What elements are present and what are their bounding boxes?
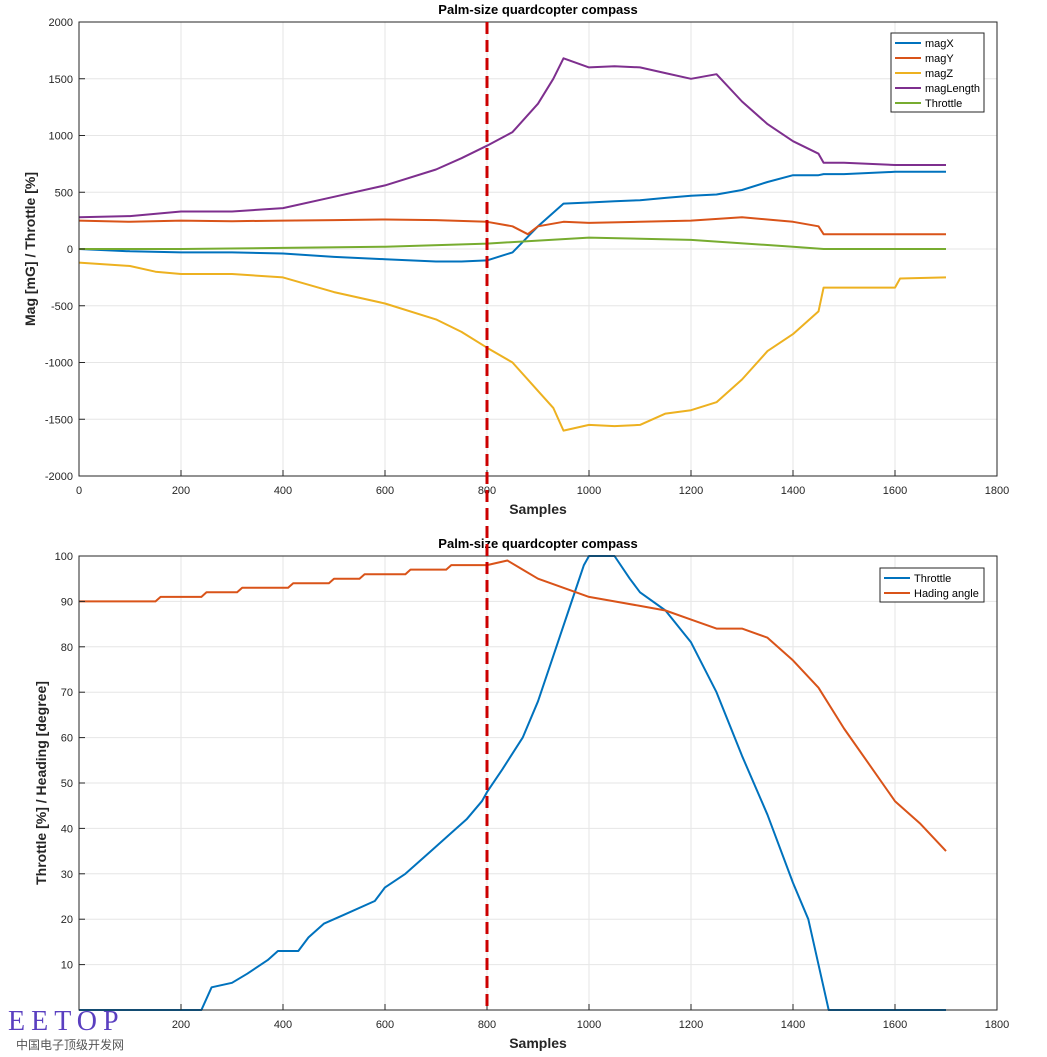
y-tick-label: 60	[61, 733, 73, 745]
bottom-x-ticks: 200 400 600 800 1000 1200 1400 1600 1800	[172, 1004, 1009, 1031]
top-y-ticks: -2000 -1500 -1000 -500 0 500 1000 1500 2000	[45, 17, 85, 483]
x-tick-label: 1000	[577, 485, 601, 497]
legend-entry: magZ	[925, 68, 953, 80]
x-tick-label: 1800	[985, 485, 1009, 497]
watermark-brand: EETOP	[8, 1006, 125, 1037]
y-tick-label: -1500	[45, 414, 73, 426]
bottom-plot-panel: 200 400 600 800 1000 1200 1400 1600 1800 10 20 30 4…	[33, 536, 1009, 1051]
bottom-chart-title: Palm-size quardcopter compass	[438, 536, 637, 551]
y-tick-label: 20	[61, 914, 73, 926]
y-tick-label: -2000	[45, 471, 73, 483]
bottom-x-axis-label: Samples	[509, 1035, 567, 1051]
legend-entry: Throttle	[914, 573, 951, 585]
x-tick-label: 1600	[883, 1019, 907, 1031]
x-tick-label: 1800	[985, 1019, 1009, 1031]
x-tick-label: 1400	[781, 1019, 805, 1031]
y-tick-label: -500	[51, 301, 73, 313]
y-tick-label: 1500	[49, 74, 73, 86]
y-tick-label: 1000	[49, 131, 73, 143]
x-tick-label: 400	[274, 485, 292, 497]
y-tick-label: 90	[61, 596, 73, 608]
series-line-throttle	[79, 555, 946, 1011]
y-tick-label: 2000	[49, 17, 73, 29]
top-plot-panel: 020040060080010001200140016001800 -2000-…	[22, 2, 1009, 517]
y-tick-label: 100	[55, 551, 73, 563]
top-legend: magX magY magZ magLength Throttle	[890, 32, 985, 113]
series-line-magx	[78, 170, 946, 263]
eetop-watermark: EETOP 中国电子顶级开发网	[8, 1006, 125, 1052]
top-series-lines	[78, 57, 947, 432]
y-tick-label: 80	[61, 642, 73, 654]
legend-entry: magLength	[925, 83, 980, 95]
y-tick-label: 30	[61, 869, 73, 881]
x-tick-label: 0	[76, 485, 82, 497]
x-tick-label: 1400	[781, 485, 805, 497]
top-y-axis-label: Mag [mG] / Throttle [%]	[22, 172, 38, 326]
x-tick-label: 600	[376, 485, 394, 497]
bottom-series-lines	[79, 555, 947, 1011]
x-tick-label: 1200	[679, 1019, 703, 1031]
x-tick-label: 1600	[883, 485, 907, 497]
series-line-hading-angle	[79, 559, 947, 852]
y-tick-label: 40	[61, 823, 73, 835]
y-tick-label: 10	[61, 960, 73, 972]
series-line-magy	[78, 216, 946, 236]
y-tick-label: 50	[61, 778, 73, 790]
y-tick-label: -1000	[45, 358, 73, 370]
series-line-throttle	[79, 236, 946, 250]
legend-entry: Throttle	[925, 98, 962, 110]
legend-entry: magY	[925, 53, 954, 65]
top-chart-title: Palm-size quardcopter compass	[438, 2, 637, 17]
bottom-grid	[79, 555, 998, 1010]
x-tick-label: 1000	[577, 1019, 601, 1031]
top-x-axis-label: Samples	[509, 501, 567, 517]
series-line-magz	[78, 261, 947, 432]
x-tick-label: 400	[274, 1019, 292, 1031]
bottom-y-ticks: 10 20 30 40 50 60 70 80 90 100	[55, 551, 85, 972]
x-tick-label: 1200	[679, 485, 703, 497]
watermark-subtitle: 中国电子顶级开发网	[16, 1037, 124, 1052]
legend-box	[879, 567, 985, 603]
x-tick-label: 800	[478, 1019, 496, 1031]
series-line-maglength	[78, 57, 946, 219]
bottom-y-axis-label: Throttle [%] / Heading [degree]	[33, 681, 49, 885]
bottom-legend: Throttle Hading angle	[879, 567, 985, 603]
legend-entry: Hading angle	[914, 588, 979, 600]
y-tick-label: 70	[61, 687, 73, 699]
x-tick-label: 200	[172, 1019, 190, 1031]
x-tick-label: 600	[376, 1019, 394, 1031]
legend-entry: magX	[925, 38, 954, 50]
x-tick-label: 200	[172, 485, 190, 497]
y-tick-label: 500	[55, 187, 73, 199]
y-tick-label: 0	[67, 244, 73, 256]
